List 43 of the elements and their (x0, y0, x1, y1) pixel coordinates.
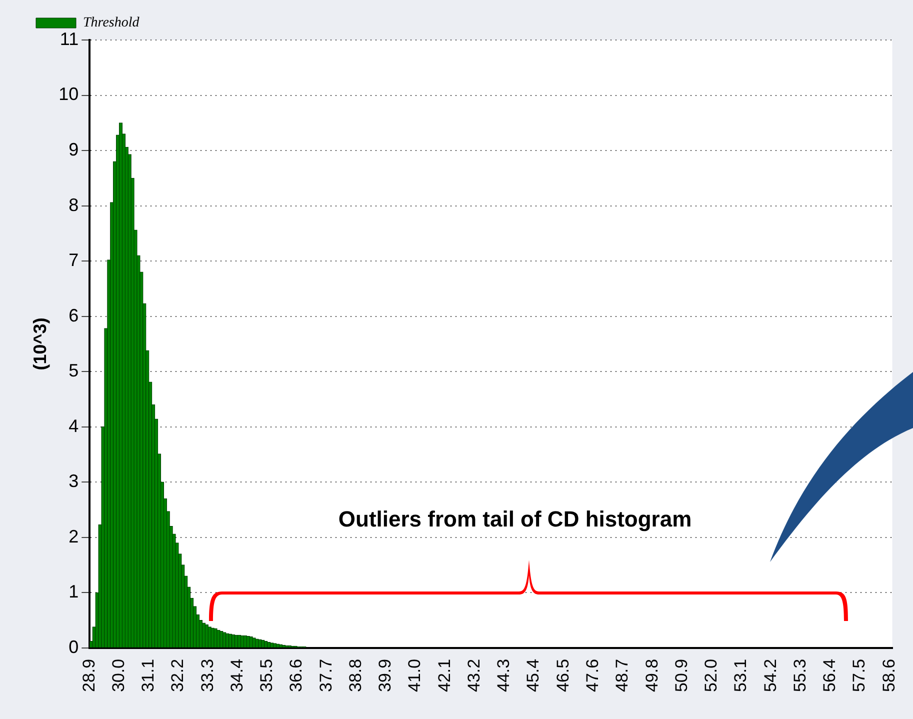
x-tick-label: 53.1 (731, 658, 750, 692)
x-tick-label: 33.3 (198, 658, 217, 692)
y-tick-label: 4 (68, 416, 79, 436)
y-tick-label: 3 (68, 471, 79, 492)
x-tick-label: 43.2 (464, 658, 484, 692)
x-tick-label: 37.7 (316, 658, 336, 692)
x-tick-label: 35.5 (257, 658, 276, 692)
y-tick-label: 2 (68, 526, 79, 546)
annotation: Outliers from tail of CD histogram (338, 506, 692, 532)
x-tick-label: 54.2 (760, 658, 780, 692)
legend-label: Threshold (83, 16, 140, 31)
x-tick-label: 38.8 (346, 658, 365, 692)
x-tick-label: 30.0 (108, 658, 128, 692)
x-tick-label: 34.4 (227, 658, 246, 692)
y-axis-title: (10^3) (30, 318, 50, 370)
x-tick-label: 42.1 (434, 658, 454, 692)
y-tick-label: 8 (68, 194, 79, 215)
x-tick-label: 49.8 (642, 658, 662, 692)
y-tick-label: 10 (58, 84, 79, 104)
x-tick-label: 52.0 (702, 658, 721, 692)
y-tick-label: 11 (60, 28, 79, 49)
x-tick-label: 58.6 (879, 658, 898, 692)
x-tick-label: 28.9 (79, 658, 98, 692)
x-tick-label: 50.9 (672, 658, 691, 692)
x-tick-label: 57.5 (850, 658, 869, 692)
x-tick-label: 55.3 (790, 658, 810, 692)
x-tick-label: 47.6 (582, 658, 602, 692)
x-tick-label: 32.2 (168, 658, 188, 692)
y-tick-label: 1 (68, 582, 79, 602)
y-tick-label: 5 (68, 360, 79, 381)
y-tick-label: 0 (68, 636, 79, 657)
x-tick-label: 46.5 (553, 658, 572, 692)
y-tick-label: 9 (68, 140, 79, 160)
y-tick-label: 7 (68, 250, 79, 270)
x-tick-label: 44.3 (494, 658, 514, 692)
x-tick-label: 48.7 (612, 658, 632, 692)
x-tick-label: 31.1 (138, 658, 158, 692)
x-tick-label: 41.0 (405, 658, 424, 692)
x-tick-label: 56.4 (820, 658, 840, 692)
x-tick-label: 36.6 (286, 658, 306, 692)
y-tick-label: 6 (68, 305, 79, 326)
x-tick-label: 45.4 (524, 658, 543, 692)
x-tick-label: 39.9 (376, 658, 395, 692)
